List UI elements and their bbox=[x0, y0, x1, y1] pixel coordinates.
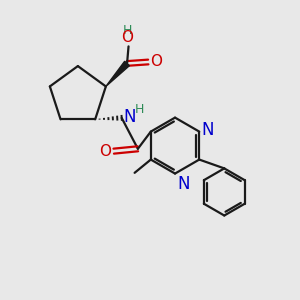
Text: N: N bbox=[202, 121, 214, 139]
Text: H: H bbox=[123, 24, 132, 37]
Polygon shape bbox=[106, 61, 129, 86]
Text: O: O bbox=[150, 55, 162, 70]
Text: N: N bbox=[123, 108, 136, 126]
Text: O: O bbox=[122, 30, 134, 45]
Text: N: N bbox=[177, 175, 190, 193]
Text: O: O bbox=[99, 144, 111, 159]
Text: H: H bbox=[135, 103, 145, 116]
